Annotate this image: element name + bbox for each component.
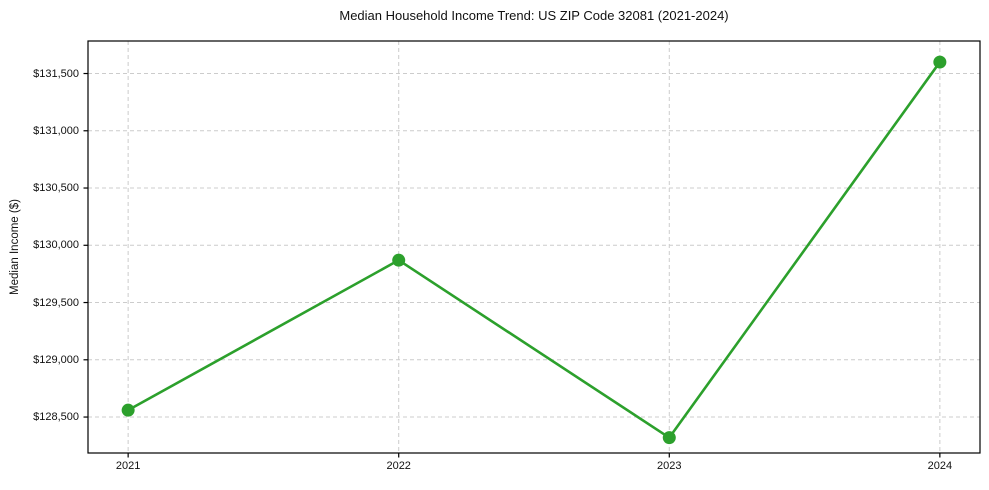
data-point-marker xyxy=(933,55,947,69)
y-tick-label: $128,500 xyxy=(33,411,79,424)
data-point-marker xyxy=(392,253,406,267)
y-tick-label: $130,000 xyxy=(33,239,79,252)
x-tick-label: 2023 xyxy=(657,460,682,472)
x-tick-label: 2021 xyxy=(115,460,141,472)
data-point-marker xyxy=(662,431,676,445)
data-point-marker xyxy=(121,403,135,417)
y-tick-label: $129,000 xyxy=(33,353,79,366)
chart-title: Median Household Income Trend: US ZIP Co… xyxy=(339,8,729,23)
y-tick-label: $130,500 xyxy=(33,182,79,195)
x-tick-label: 2022 xyxy=(386,460,411,472)
y-tick-label: $131,500 xyxy=(33,67,79,80)
x-tick-label: 2024 xyxy=(927,460,953,472)
y-tick-label: $131,000 xyxy=(33,124,79,137)
plot-border xyxy=(87,40,981,454)
trend-line xyxy=(126,60,942,439)
y-tick-label: $129,500 xyxy=(33,296,79,309)
